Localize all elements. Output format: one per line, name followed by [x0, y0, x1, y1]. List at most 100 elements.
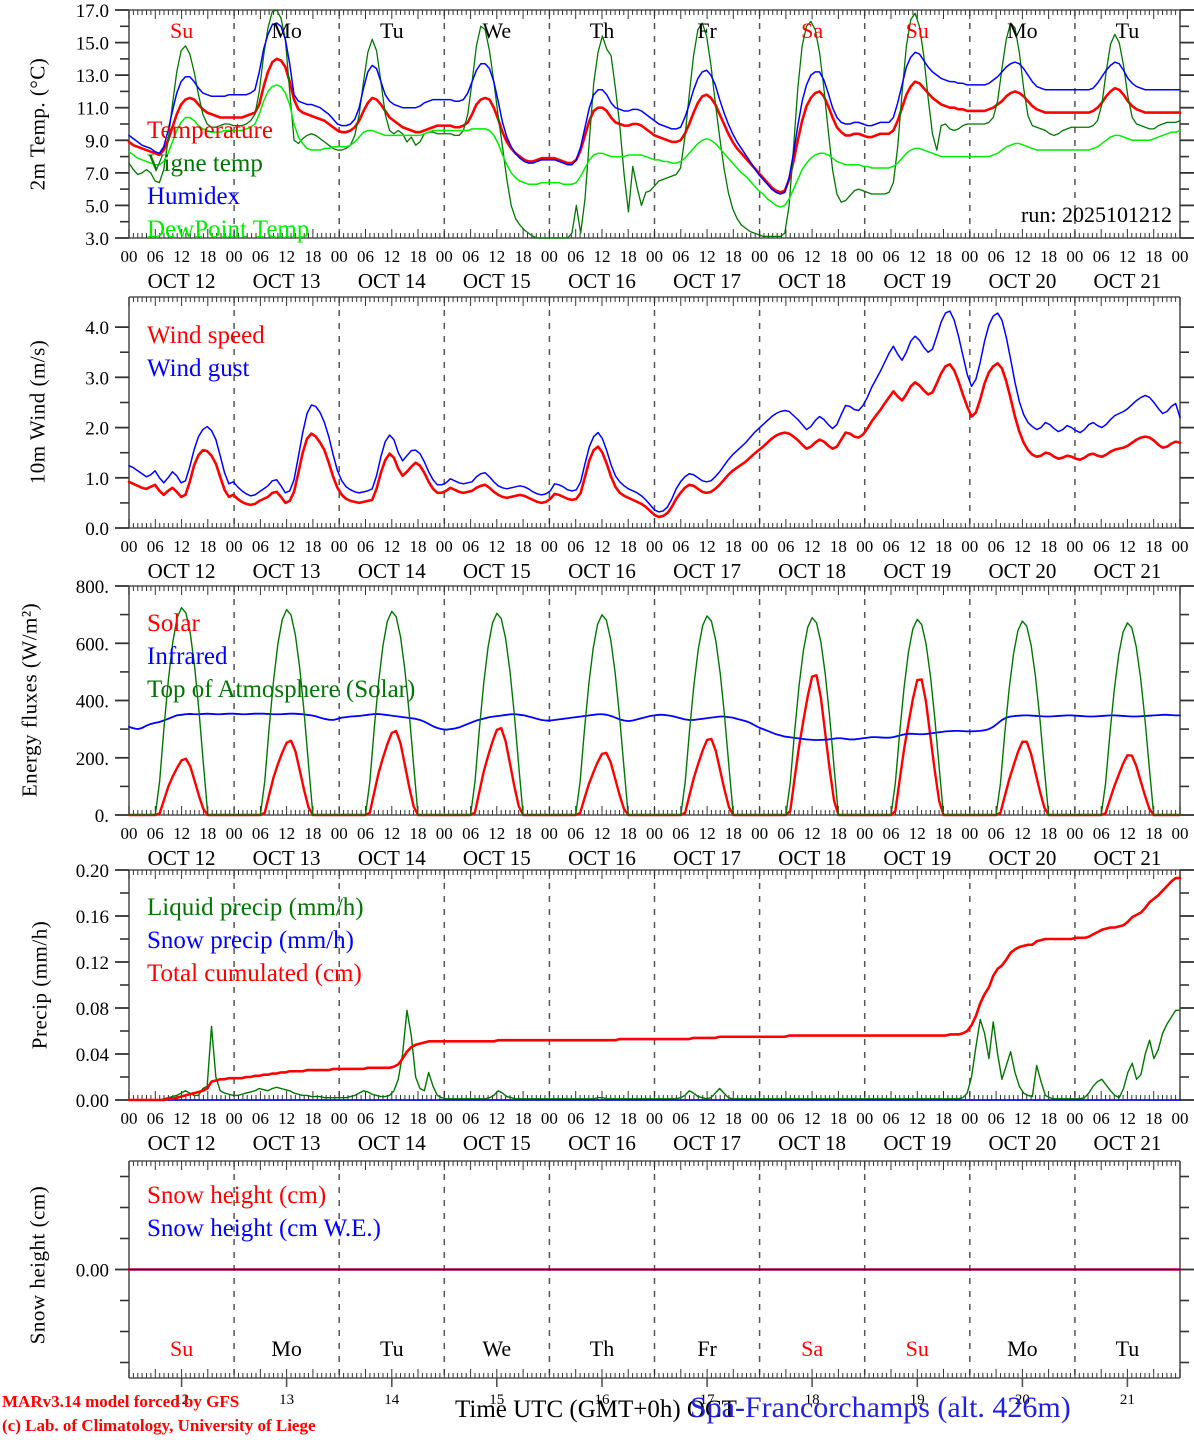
- day-axis-label: OCT 16: [568, 269, 636, 293]
- day-axis-label: OCT 13: [253, 846, 321, 870]
- hour-tick-label: 00: [226, 824, 243, 843]
- hour-tick-label: 18: [1040, 247, 1057, 266]
- hour-tick-label: 00: [541, 1109, 558, 1128]
- day-name-label: Su: [906, 18, 929, 43]
- day-axis-label: OCT 14: [358, 1131, 426, 1155]
- day-axis-label: OCT 14: [358, 846, 426, 870]
- legend-entry: Wind speed: [147, 322, 265, 349]
- hour-tick-label: 18: [1145, 247, 1162, 266]
- day-axis-label: OCT 20: [988, 269, 1056, 293]
- hour-tick-label: 12: [1119, 1109, 1136, 1128]
- hour-tick-label: 18: [620, 1109, 637, 1128]
- day-axis-label: OCT 14: [358, 559, 426, 583]
- hour-tick-label: 18: [199, 824, 216, 843]
- hour-tick-label: 00: [436, 247, 453, 266]
- y-tick-label: 5.0: [85, 196, 109, 217]
- hour-tick-label: 06: [777, 537, 794, 556]
- hour-tick-label: 12: [909, 1109, 926, 1128]
- hour-tick-label: 00: [751, 247, 768, 266]
- hour-tick-label: 00: [1172, 537, 1189, 556]
- hour-tick-label: 06: [1093, 247, 1110, 266]
- hour-tick-label: 12: [278, 1109, 295, 1128]
- hour-tick-label: 18: [515, 537, 532, 556]
- y-tick-label: 0.04: [76, 1045, 110, 1066]
- hour-tick-label: 12: [804, 1109, 821, 1128]
- day-axis-label: OCT 21: [1093, 269, 1161, 293]
- legend-entry: Snow precip (mm/h): [147, 927, 354, 954]
- hour-tick-label: 18: [199, 1109, 216, 1128]
- hour-tick-label: 06: [777, 247, 794, 266]
- hour-tick-label: 00: [1066, 247, 1083, 266]
- hour-tick-label: 00: [856, 247, 873, 266]
- bottom-day-name-label: Sa: [801, 1336, 823, 1361]
- bottom-day-number: 21: [1120, 1392, 1135, 1408]
- legend-entry: Snow height (cm W.E.): [147, 1215, 381, 1242]
- day-axis-label: OCT 19: [883, 559, 951, 583]
- y-tick-label: 4.0: [85, 318, 109, 339]
- hour-tick-label: 00: [541, 247, 558, 266]
- day-name-label: Sa: [801, 18, 823, 43]
- day-axis-label: OCT 20: [988, 559, 1056, 583]
- hour-tick-label: 00: [121, 1109, 138, 1128]
- run-label: run: 2025101212: [1021, 202, 1172, 227]
- y-tick-label: 15.0: [76, 34, 109, 55]
- bottom-day-number: 13: [279, 1392, 294, 1408]
- hour-tick-label: 12: [383, 824, 400, 843]
- hour-tick-label: 18: [725, 247, 742, 266]
- y-tick-label: 0.20: [76, 861, 109, 882]
- hour-tick-label: 18: [304, 1109, 321, 1128]
- series-line: [128, 606, 1181, 816]
- time-axis-label: Time UTC (GMT+0h) OCT: [455, 1396, 737, 1423]
- hour-tick-label: 06: [1093, 537, 1110, 556]
- hour-tick-label: 00: [856, 537, 873, 556]
- day-axis-label: OCT 18: [778, 1131, 846, 1155]
- y-axis-label-snow: Snow height (cm): [25, 1185, 50, 1345]
- y-tick-label: 800.: [76, 577, 109, 598]
- y-tick-label: 400.: [76, 692, 109, 713]
- hour-tick-label: 18: [935, 247, 952, 266]
- day-name-label: We: [482, 18, 511, 43]
- day-axis-label: OCT 21: [1093, 1131, 1161, 1155]
- y-axis-label-wind: 10m Wind (m/s): [25, 339, 50, 485]
- hour-tick-label: 00: [1172, 247, 1189, 266]
- day-axis-label: OCT 12: [148, 1131, 216, 1155]
- y-tick-label: 9.0: [85, 131, 109, 152]
- bottom-day-name-label: Tu: [1116, 1336, 1140, 1361]
- hour-tick-label: 00: [646, 247, 663, 266]
- day-name-label: Th: [590, 18, 614, 43]
- hour-tick-label: 18: [935, 537, 952, 556]
- credit-line-2: (c) Lab. of Climatology, University of L…: [2, 1416, 316, 1435]
- y-tick-label: 3.0: [85, 368, 109, 389]
- day-axis-label: OCT 12: [148, 559, 216, 583]
- y-tick-label: 17.0: [76, 1, 109, 22]
- legend-entry: DewPoint Temp: [147, 216, 309, 243]
- hour-tick-label: 12: [488, 537, 505, 556]
- hour-tick-label: 18: [830, 537, 847, 556]
- day-name-label: Mo: [1007, 18, 1038, 43]
- hour-tick-label: 06: [988, 537, 1005, 556]
- y-tick-label: 0.00: [76, 1261, 109, 1282]
- hour-tick-label: 12: [383, 537, 400, 556]
- hour-tick-label: 12: [1119, 824, 1136, 843]
- legend-entry: Infrared: [147, 643, 228, 670]
- hour-tick-label: 12: [278, 824, 295, 843]
- hour-tick-label: 18: [1040, 824, 1057, 843]
- hour-tick-label: 18: [725, 824, 742, 843]
- hour-tick-label: 00: [331, 824, 348, 843]
- hour-tick-label: 06: [672, 824, 689, 843]
- series-line: [128, 1009, 1181, 1101]
- hour-tick-label: 06: [988, 1109, 1005, 1128]
- series-line: [128, 712, 1181, 741]
- hour-tick-label: 18: [830, 824, 847, 843]
- legend-entry: Total cumulated (cm): [147, 960, 362, 987]
- legend-entry: Snow height (cm): [147, 1182, 326, 1209]
- day-axis-label: OCT 18: [778, 269, 846, 293]
- bottom-day-name-label: Su: [906, 1336, 929, 1361]
- hour-tick-label: 00: [121, 537, 138, 556]
- hour-tick-label: 18: [410, 824, 427, 843]
- hour-tick-label: 12: [699, 247, 716, 266]
- hour-tick-label: 12: [278, 247, 295, 266]
- y-tick-label: 2.0: [85, 419, 109, 440]
